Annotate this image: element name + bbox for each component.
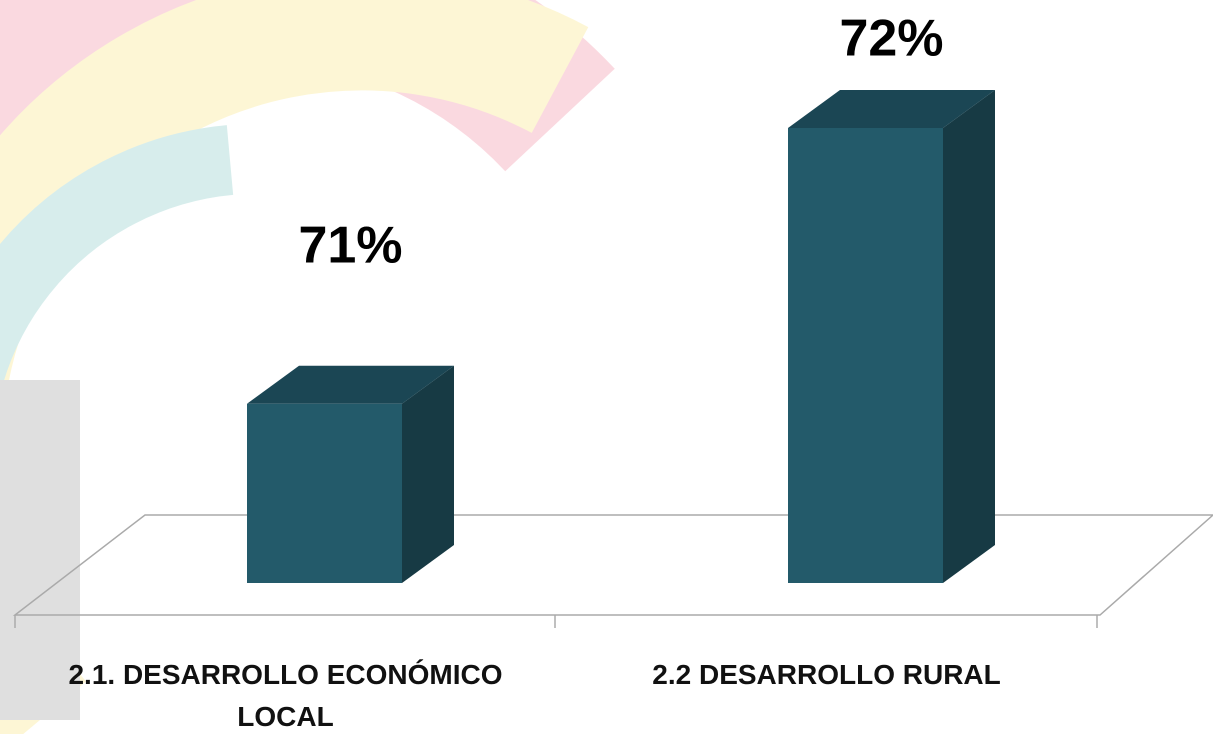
value-label: 71% bbox=[298, 216, 402, 274]
chart: 71% 72% bbox=[0, 0, 1213, 734]
bar bbox=[788, 128, 943, 583]
x-tick-label: 2.2 DESARROLLO RURAL bbox=[567, 654, 1087, 696]
bar-side bbox=[402, 366, 454, 583]
page: 71%72% 2.1. DESARROLLO ECONÓMICO LOCAL2.… bbox=[0, 0, 1213, 734]
floor bbox=[15, 515, 1213, 615]
x-tick-label: 2.1. DESARROLLO ECONÓMICO LOCAL bbox=[26, 654, 546, 738]
watermark bbox=[0, 0, 560, 720]
bar-side bbox=[943, 90, 995, 583]
bar bbox=[247, 404, 402, 583]
value-label: 72% bbox=[839, 10, 943, 68]
axis-ticks bbox=[15, 615, 1097, 628]
